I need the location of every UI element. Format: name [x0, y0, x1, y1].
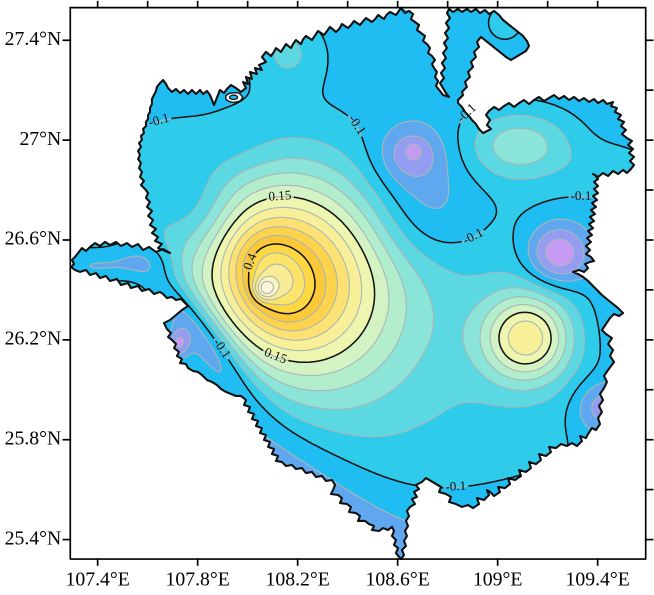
svg-text:0.15: 0.15 — [262, 344, 289, 367]
svg-text:26.2°N: 26.2°N — [5, 328, 62, 350]
svg-text:-0.1: -0.1 — [570, 188, 591, 203]
svg-text:107.8°E: 107.8°E — [166, 569, 230, 591]
svg-text:108.2°E: 108.2°E — [266, 569, 330, 591]
svg-text:27°N: 27°N — [19, 128, 61, 150]
svg-text:0.15: 0.15 — [268, 187, 292, 204]
svg-text:108.6°E: 108.6°E — [366, 569, 430, 591]
svg-text:26.6°N: 26.6°N — [5, 228, 62, 250]
svg-text:109°E: 109°E — [473, 569, 523, 591]
svg-text:25.8°N: 25.8°N — [5, 427, 62, 449]
svg-text:0.4: 0.4 — [240, 251, 260, 272]
svg-text:-0.1: -0.1 — [445, 478, 467, 494]
svg-text:27.4°N: 27.4°N — [5, 28, 62, 50]
svg-text:25.4°N: 25.4°N — [5, 527, 62, 549]
svg-text:107.4°E: 107.4°E — [66, 569, 130, 591]
svg-text:-0.1: -0.1 — [147, 110, 171, 130]
svg-text:109.4°E: 109.4°E — [566, 569, 630, 591]
